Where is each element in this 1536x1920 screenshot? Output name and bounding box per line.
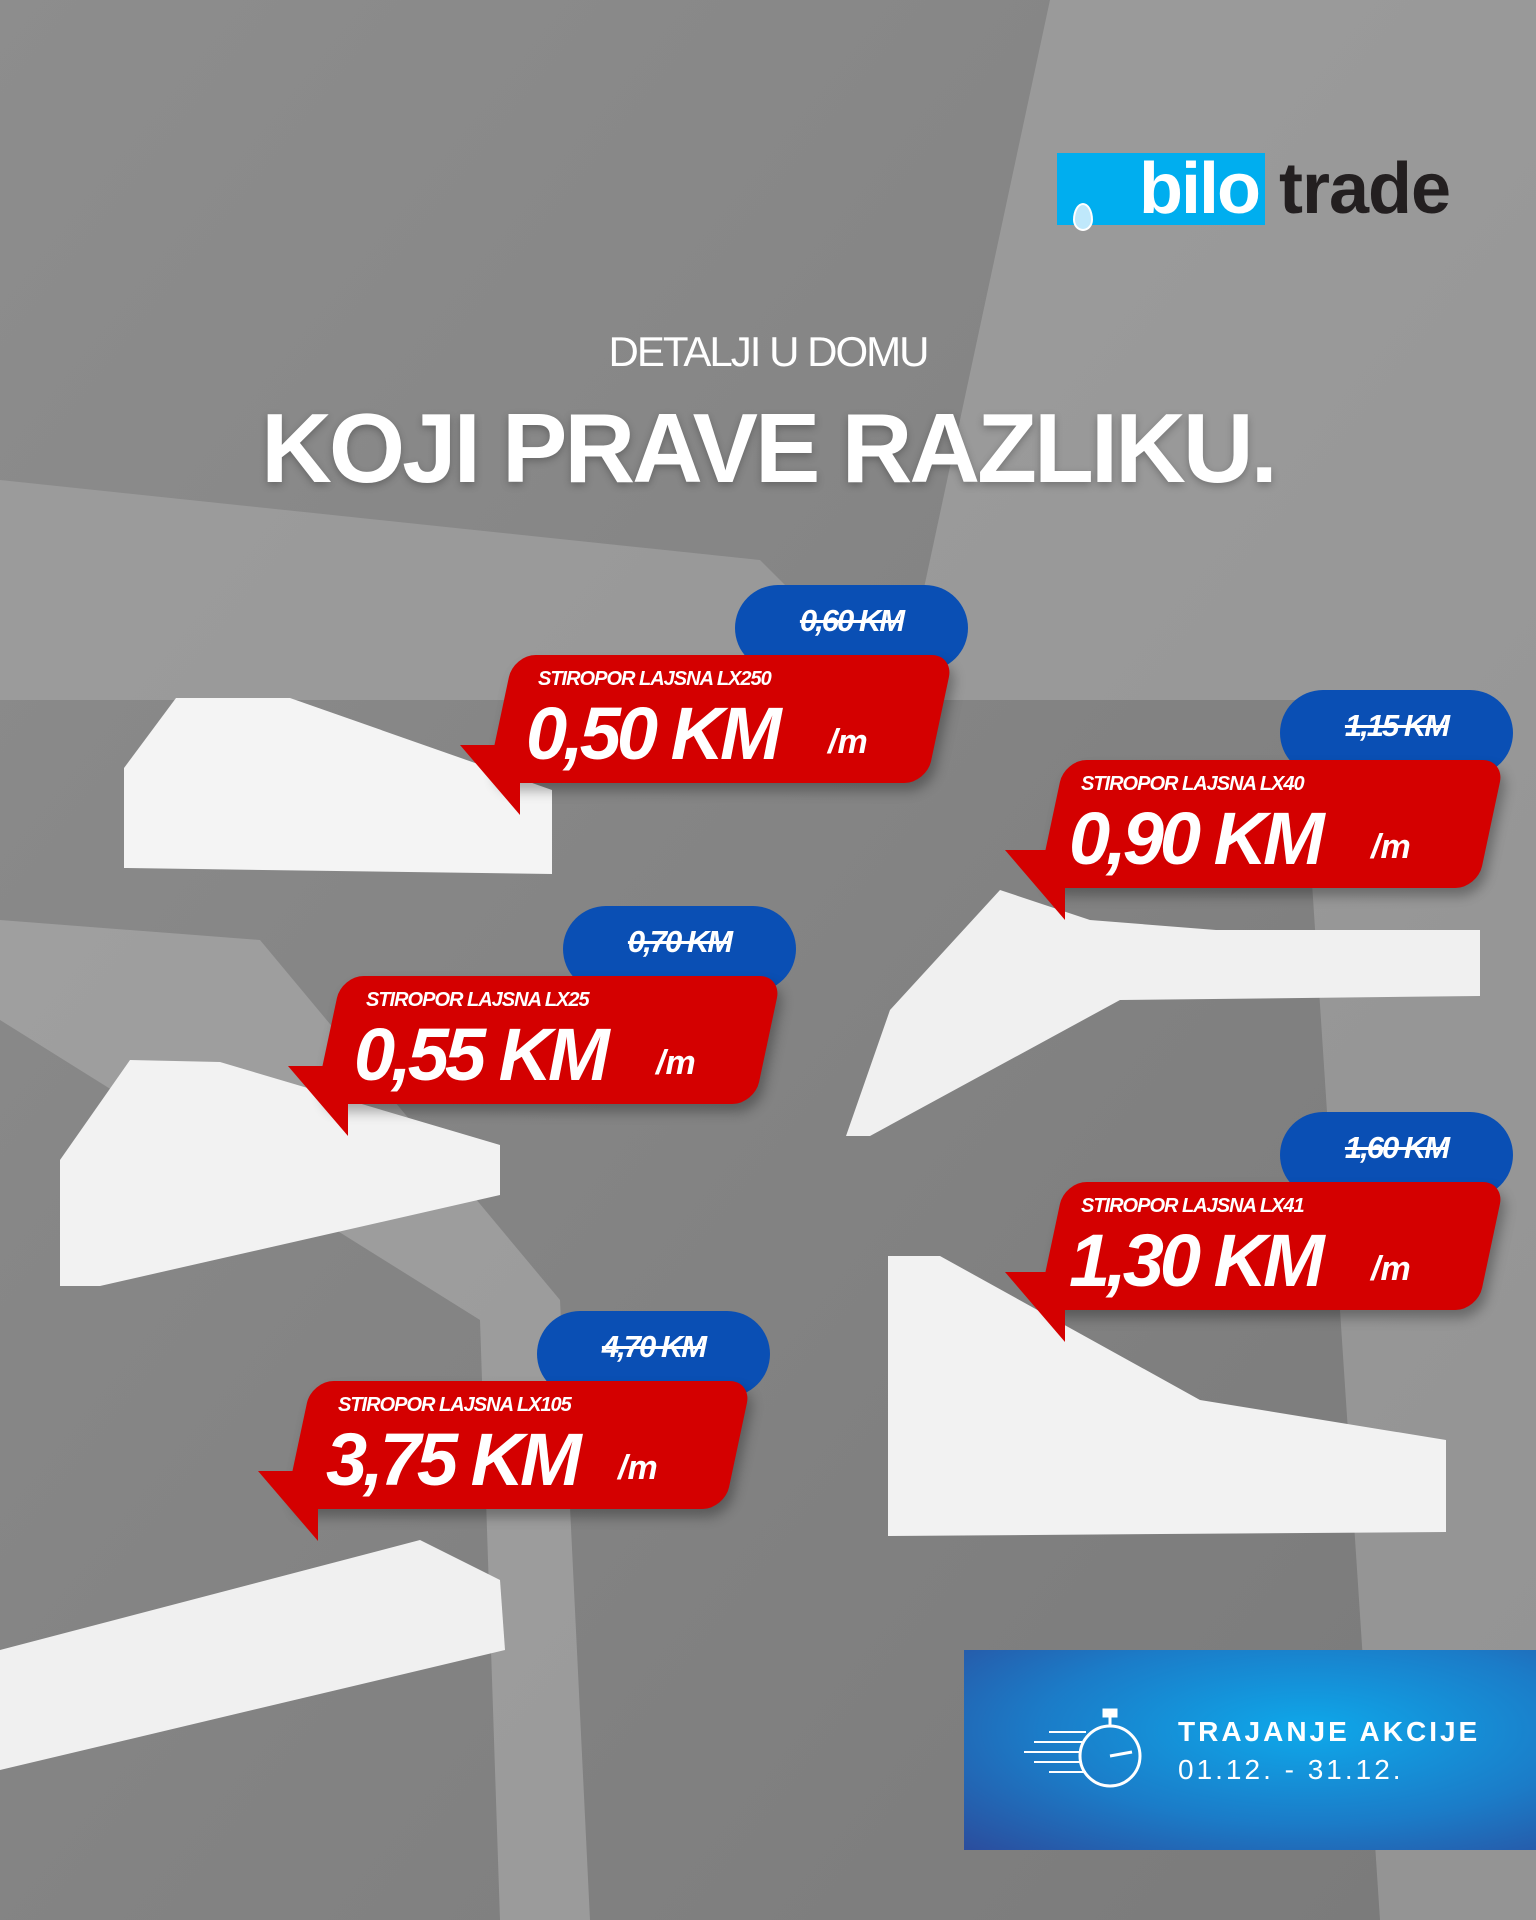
price-tag-lx40: 1,15 KM STIROPOR LAJSNA LX40 0,90 KM /m — [1005, 690, 1531, 920]
price-unit: /m — [1371, 1250, 1411, 1288]
sale-price: 0,50 KM — [526, 692, 782, 775]
price-tag-lx41: 1,60 KM STIROPOR LAJSNA LX41 1,30 KM /m — [1005, 1112, 1531, 1342]
product-name: STIROPOR LAJSNA LX250 — [538, 668, 772, 690]
product-name: STIROPOR LAJSNA LX41 — [1081, 1195, 1305, 1217]
product-name: STIROPOR LAJSNA LX40 — [1081, 773, 1305, 795]
promo-label: TRAJANJE AKCIJE — [1178, 1716, 1481, 1747]
price-unit: /m — [828, 723, 868, 761]
price-tag-lx25: 0,70 KM STIROPOR LAJSNA LX25 0,55 KM /m — [288, 906, 808, 1136]
sale-price: 0,55 KM — [354, 1013, 610, 1096]
sale-price: 3,75 KM — [326, 1418, 582, 1501]
promo-duration-banner: TRAJANJE AKCIJE 01.12. - 31.12. — [964, 1650, 1536, 1850]
drop-icon — [1073, 202, 1093, 231]
price-tag-lx105: 4,70 KM STIROPOR LAJSNA LX105 3,75 KM /m — [258, 1311, 778, 1541]
subtitle: DETALJI U DOMU — [608, 328, 930, 375]
price-unit: /m — [1371, 828, 1411, 866]
promo-dates: 01.12. - 31.12. — [1178, 1754, 1404, 1785]
sale-price: 1,30 KM — [1069, 1219, 1325, 1302]
price-tag-lx250: 0,60 KM STIROPOR LAJSNA LX250 0,50 KM /m — [460, 585, 980, 815]
sale-price: 0,90 KM — [1069, 797, 1325, 880]
price-unit: /m — [656, 1044, 696, 1082]
price-unit: /m — [618, 1449, 658, 1487]
page-title: KOJI PRAVE RAZLIKU. — [261, 393, 1278, 503]
product-name: STIROPOR LAJSNA LX25 — [366, 989, 590, 1011]
stopwatch-icon — [1024, 1708, 1142, 1788]
bilo-trade-logo: bilo trade — [1057, 150, 1451, 231]
product-name: STIROPOR LAJSNA LX105 — [338, 1394, 572, 1416]
